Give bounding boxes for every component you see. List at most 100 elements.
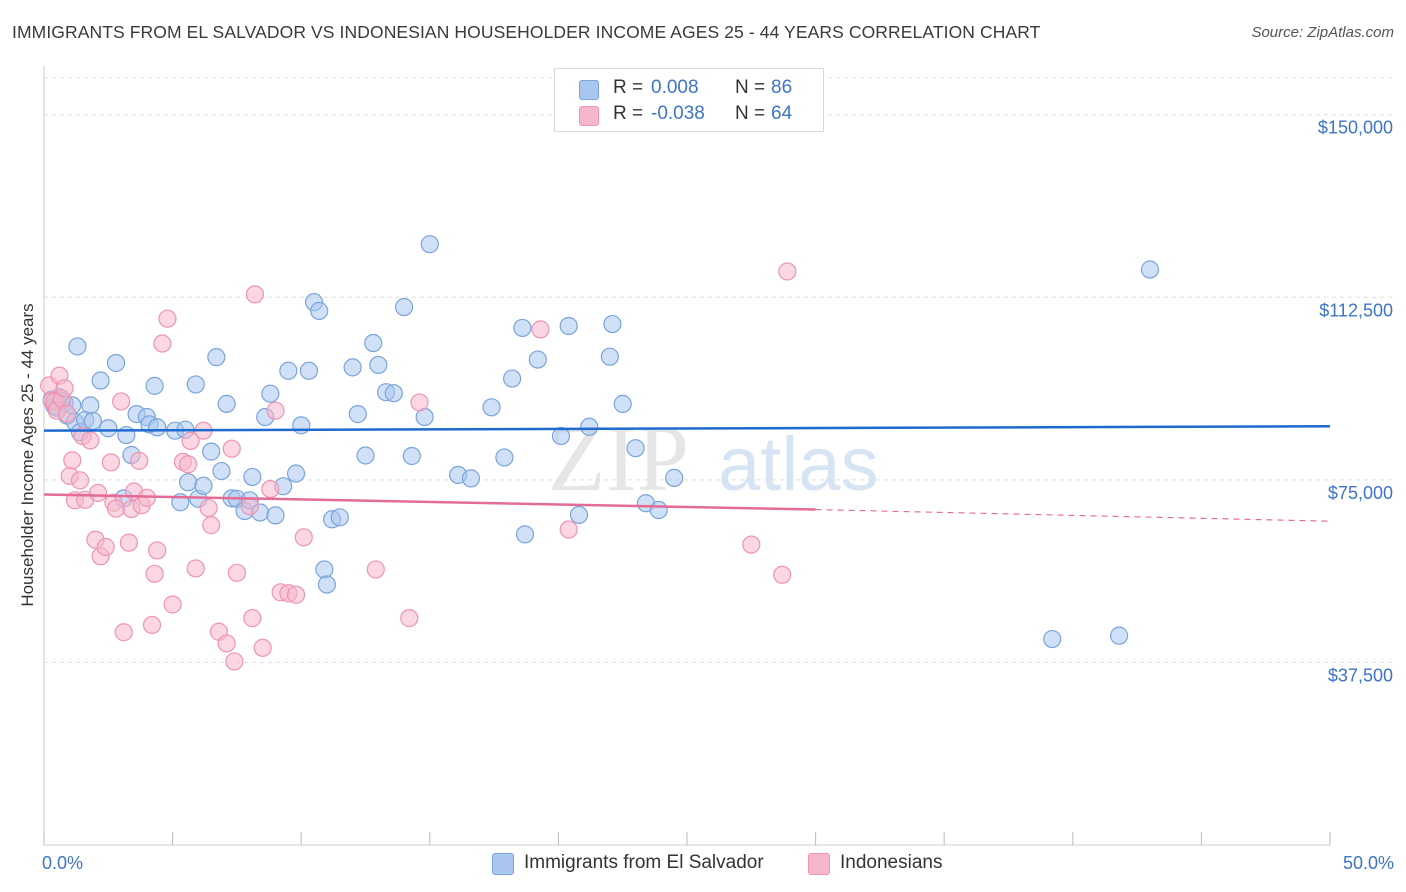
series1-legend-swatch: [492, 853, 514, 875]
indonesian-point: [531, 320, 550, 339]
el-salvador-point: [503, 369, 522, 388]
indonesian-point: [366, 560, 385, 579]
el-salvador-point: [148, 418, 167, 437]
r-label: R =: [613, 103, 644, 124]
y-tick-label: $112,500: [1319, 300, 1393, 320]
el-salvador-point: [279, 361, 298, 380]
el-salvador-point: [528, 350, 547, 369]
indonesian-point: [70, 471, 90, 490]
indonesian-point: [778, 262, 797, 281]
indonesian-point: [225, 652, 244, 671]
indonesian-trend-extension: [815, 508, 1331, 522]
indonesian-point: [106, 499, 126, 518]
indonesian-point: [243, 609, 262, 628]
n-value: 64: [771, 103, 793, 124]
indonesian-point: [163, 595, 182, 614]
indonesian-point: [58, 404, 77, 423]
el-salvador-point: [343, 358, 362, 377]
el-salvador-point: [292, 416, 311, 435]
el-salvador-point: [212, 461, 231, 481]
indonesian-point: [96, 537, 115, 557]
y-tick-label: $75,000: [1328, 483, 1393, 503]
indonesian-point: [266, 401, 285, 420]
n-label: N =: [735, 77, 766, 98]
indonesian-point: [178, 455, 198, 474]
el-salvador-point: [364, 333, 383, 353]
indonesian-point: [559, 520, 578, 539]
el-salvador-point: [665, 468, 684, 487]
el-salvador-point: [330, 508, 349, 527]
el-salvador-point: [580, 417, 599, 436]
el-salvador-point: [626, 439, 645, 458]
indonesian-point: [253, 638, 272, 657]
indonesian-point: [227, 563, 246, 582]
y-axis-label: Householder Income Ages 25 - 44 years: [18, 303, 37, 606]
indonesian-point: [101, 453, 120, 472]
el-salvador-point: [600, 347, 619, 366]
indonesian-point: [410, 393, 429, 412]
el-salvador-point: [551, 426, 571, 446]
indonesian-point: [142, 615, 162, 635]
watermark: ZIP atlas: [548, 407, 879, 511]
series1-swatch: [579, 80, 599, 100]
watermark-atlas: atlas: [718, 422, 879, 507]
el-salvador-point: [1140, 260, 1160, 279]
el-salvador-point: [99, 419, 118, 438]
series1-legend-label: Immigrants from El Salvador: [524, 852, 764, 873]
el-salvador-point: [194, 476, 213, 495]
el-salvador-point: [394, 297, 414, 317]
el-salvador-point: [83, 411, 102, 431]
el-salvador-point: [402, 446, 421, 466]
el-salvador-point: [315, 560, 334, 579]
el-salvador-point: [178, 473, 198, 492]
indonesian-point: [55, 379, 74, 398]
r-value: 0.008: [651, 77, 699, 98]
x-tick-label-max: 50.0%: [1343, 853, 1394, 873]
indonesian-point: [88, 483, 108, 503]
el-salvador-point: [420, 235, 439, 254]
indonesian-point: [119, 533, 138, 552]
el-salvador-point: [613, 394, 632, 413]
el-salvador-point: [243, 467, 262, 487]
el-salvador-point: [513, 318, 532, 338]
el-salvador-point: [356, 446, 375, 465]
indonesian-point: [63, 451, 82, 470]
indonesian-point: [158, 309, 177, 328]
el-salvador-point: [461, 469, 481, 488]
n-value: 86: [771, 77, 793, 98]
el-salvador-point: [1043, 629, 1062, 649]
el-salvador-point: [603, 314, 622, 334]
el-salvador-point: [348, 405, 367, 424]
el-salvador-point: [286, 464, 306, 483]
series2-swatch: [579, 106, 599, 126]
indonesian-point: [153, 334, 172, 353]
indonesian-point: [199, 498, 218, 518]
stats-legend: R = 0.008 N = 86 R = -0.038 N = 64: [554, 68, 824, 132]
indonesian-point: [286, 585, 306, 604]
el-salvador-point: [495, 448, 514, 467]
el-salvador-point: [299, 361, 319, 380]
indonesian-point: [145, 564, 164, 583]
source-credit: Source: ZipAtlas.com: [1251, 24, 1394, 41]
el-salvador-point: [106, 353, 126, 373]
r-label: R =: [613, 77, 644, 98]
x-tick-label-min: 0.0%: [42, 853, 83, 873]
chart-title: IMMIGRANTS FROM EL SALVADOR VS INDONESIA…: [12, 22, 1041, 42]
series2-legend-label: Indonesians: [840, 852, 943, 873]
indonesian-trend-line: [43, 493, 816, 511]
indonesian-point: [217, 634, 236, 653]
el-salvador-point: [266, 506, 285, 525]
indonesian-point: [186, 559, 205, 578]
indonesian-point: [294, 528, 313, 547]
el-salvador-point: [384, 384, 403, 403]
series2-legend-swatch: [808, 853, 830, 875]
el-salvador-point: [559, 316, 578, 336]
n-label: N =: [735, 103, 766, 124]
el-salvador-point: [649, 500, 668, 520]
el-salvador-point: [202, 442, 221, 461]
indonesian-point: [137, 488, 156, 507]
indonesian-point: [112, 392, 131, 411]
el-salvador-point: [68, 337, 87, 356]
trend-lines: [43, 425, 1331, 522]
